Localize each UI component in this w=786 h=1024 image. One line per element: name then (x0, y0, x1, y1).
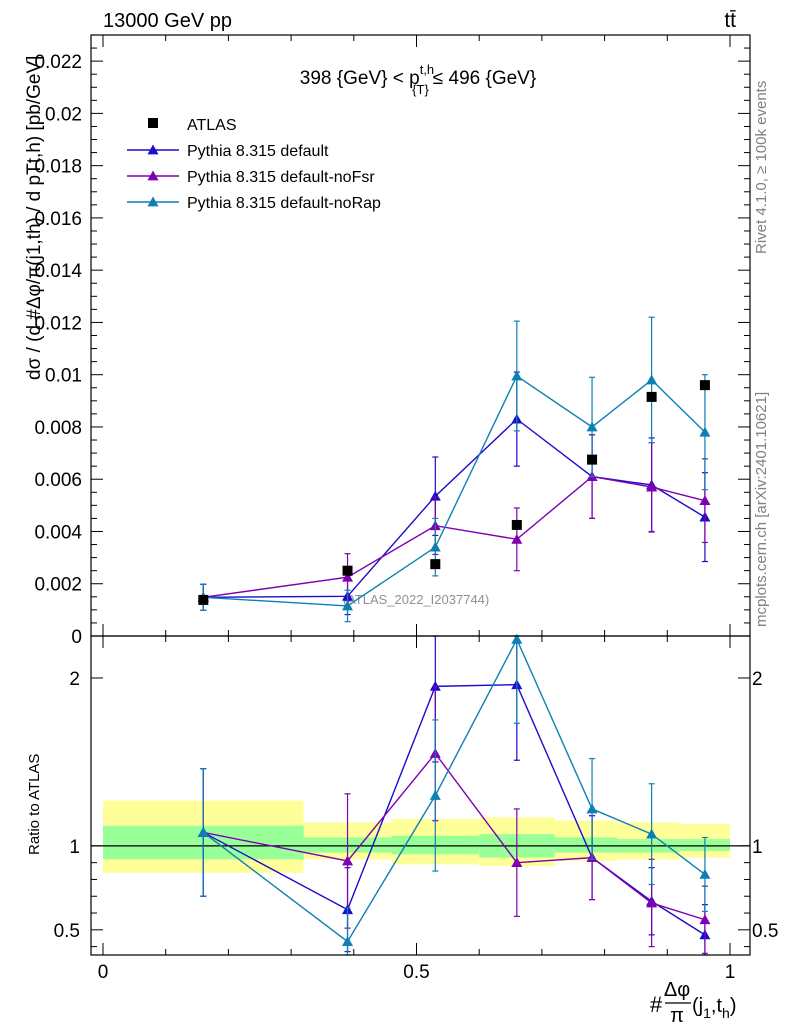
ratio-panel-marks (197, 633, 711, 956)
main-ytick-label: 0.002 (34, 575, 82, 596)
main-y-axis-label: dσ / (d #Δφ/π(j1,th) / d pTt,h) [pb/GeV] (24, 56, 45, 380)
ratio-point-2-5 (646, 828, 658, 839)
main-point-3-4 (586, 421, 598, 432)
legend-marker-2 (147, 170, 159, 181)
ratio-point-2-1 (342, 936, 354, 946)
main-ytick-label: 0.016 (34, 209, 82, 230)
legend-label-0: ATLAS (187, 117, 237, 134)
ratio-point-1-6 (699, 914, 711, 925)
atlas-point-6 (699, 380, 710, 391)
atlas-point-4 (587, 454, 598, 465)
legend-marker-1 (147, 144, 159, 155)
main-panel-marks (197, 316, 711, 623)
header-right-title: tt̄ (724, 9, 736, 32)
ratio-ytick-label-right: 2 (752, 669, 763, 690)
x-label-sub2: h (722, 1005, 730, 1021)
atlas-point-3 (511, 519, 522, 530)
main-point-3-2 (429, 541, 441, 552)
legend-marker-atlas (148, 118, 158, 128)
main-ytick-label: 0.012 (34, 313, 82, 334)
atlas-point-2 (430, 559, 441, 570)
x-label-sub1: 1 (703, 1005, 711, 1021)
legend-label-3: Pythia 8.315 default-noRap (187, 195, 381, 212)
atlas-point-5 (646, 391, 657, 402)
watermark-group: (ATLAS_2022_I2037744) (343, 592, 489, 607)
mcplots-label: mcplots.cern.ch [arXiv:2401.10621] (753, 392, 770, 627)
x-label-mid: ,t (711, 995, 723, 1017)
ratio-ytick-label-left: 2 (69, 669, 80, 690)
ratio-xtick-label: 0 (98, 962, 109, 983)
ratio-xtick-label: 0.5 (403, 962, 429, 983)
main-ytick-label: 0.018 (34, 157, 82, 178)
ratio-ytick-label-right: 1 (752, 837, 763, 858)
x-label-numerator: Δφ (664, 979, 690, 1001)
main-point-2-5 (646, 481, 658, 492)
main-ytick-label: 0.02 (45, 104, 82, 125)
x-axis-label: # Δφ π (j1,th) (650, 979, 737, 1024)
main-point-3-1 (342, 600, 354, 611)
main-point-2-3 (511, 533, 523, 544)
main-ytick-label: 0.008 (34, 418, 82, 439)
ratio-line-2 (202, 637, 706, 943)
main-point-3-3 (511, 370, 523, 381)
ratio-point-2-6 (699, 868, 711, 879)
main-ytick-label: 0.006 (34, 470, 82, 491)
x-label-denominator: π (670, 1005, 684, 1024)
atlas-point-0 (198, 594, 209, 605)
main-ytick-label: 0 (71, 627, 82, 648)
main-line-3 (203, 374, 706, 607)
main-line-2 (203, 475, 706, 599)
main-point-3-5 (646, 374, 658, 385)
ratio-frame (90, 635, 751, 956)
legend-label-1: Pythia 8.315 default (187, 143, 329, 160)
x-label-close: ) (730, 995, 737, 1017)
svg-text:(j1,th): (j1,th) (692, 995, 737, 1021)
ratio-point-2-4 (586, 803, 598, 814)
analysis-watermark: (ATLAS_2022_I2037744) (343, 592, 489, 607)
title-superscript: t,h (420, 62, 434, 77)
plot-title: 398 {GeV} < pt,h {T} ≤ 496 {GeV} (300, 62, 536, 97)
main-point-3-6 (699, 426, 711, 437)
legend-marker-3 (147, 196, 159, 207)
ratio-panel-axes: 0.5 0.5 1 1 2 2 0 0.5 1 (54, 635, 778, 983)
ratio-point-1-5 (646, 897, 658, 908)
ratio-point-2-2 (429, 790, 441, 800)
main-point-2-6 (699, 495, 711, 506)
ratio-point-1-3 (511, 857, 523, 868)
main-panel-axes: 0 0.002 0.004 0.006 0.008 0.01 0.012 0.014 0.016… (34, 34, 751, 648)
band-inner-4 (554, 837, 618, 853)
title-lhs: 398 {GeV} < p (300, 68, 420, 89)
ratio-ytick-label-right: 0.5 (752, 921, 778, 942)
ratio-point-2-3 (511, 633, 523, 644)
x-label-hash: # (650, 992, 663, 1017)
title-rhs: ≤ 496 {GeV} (433, 68, 536, 89)
main-point-2-1 (342, 571, 354, 582)
ratio-y-axis-label: Ratio to ATLAS (26, 754, 43, 855)
legend: ATLAS Pythia 8.315 default Pythia 8.315 de… (127, 117, 381, 212)
legend-label-2: Pythia 8.315 default-noFsr (187, 169, 375, 186)
rivet-version-label: Rivet 4.1.0, ≥ 100k events (753, 81, 770, 254)
title-subscript: {T} (412, 82, 429, 97)
main-point-1-2 (429, 490, 441, 501)
header-left-title: 13000 GeV pp (103, 10, 232, 32)
main-ytick-label: 0.004 (34, 522, 82, 543)
main-ytick-label: 0.022 (34, 52, 82, 73)
main-ytick-label: 0.014 (34, 261, 82, 282)
ratio-ytick-label-left: 0.5 (54, 921, 80, 942)
ratio-xtick-label: 1 (725, 962, 736, 983)
ratio-point-2-0 (197, 826, 209, 837)
ratio-ytick-label-left: 1 (69, 837, 80, 858)
ratio-point-1-1 (342, 855, 354, 866)
x-label-paren: (j (692, 995, 703, 1017)
atlas-point-1 (342, 565, 353, 576)
main-ytick-label: 0.01 (45, 366, 82, 387)
